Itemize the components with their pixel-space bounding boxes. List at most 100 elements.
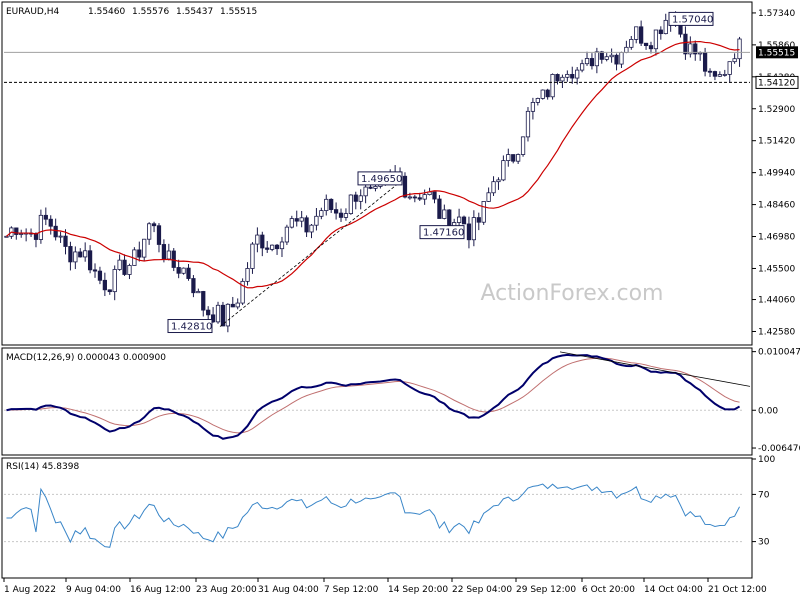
candle-body (274, 244, 280, 250)
candle-body (550, 74, 555, 98)
current-price-label: 1.55515 (758, 48, 795, 58)
candle-body (314, 215, 319, 226)
candle-body (215, 304, 221, 323)
candle-body (693, 43, 698, 55)
candle-body (614, 54, 619, 65)
price-tick-label: 1.45500 (758, 264, 795, 274)
candle-body (501, 160, 506, 181)
candle-body (658, 29, 663, 35)
candle-body (112, 269, 117, 293)
candle-body (368, 186, 373, 189)
candle-body (579, 63, 585, 71)
candle-body (373, 186, 378, 189)
price-tick-label: 1.55860 (758, 41, 795, 51)
x-tick-label: 21 Oct 12:00 (708, 585, 767, 595)
candle-body (338, 212, 344, 218)
candle-body (176, 267, 181, 274)
candle-body (299, 217, 304, 222)
candle-body (230, 303, 235, 308)
ohlc-close: 1.55515 (220, 7, 257, 17)
annotation-layer: 1.57040 1.49650 1.47160 1.42810 (167, 11, 714, 334)
candle-body (289, 218, 294, 228)
price-tick-label: 1.52900 (758, 105, 795, 115)
rsi-layer (4, 483, 742, 548)
candle-body (589, 58, 595, 67)
candle-body (491, 181, 496, 194)
candle-body (432, 191, 437, 200)
moving-average-line (6, 40, 740, 289)
candle-body (634, 26, 639, 40)
candle-body (142, 238, 147, 258)
level-price-label: 1.54120 (758, 78, 795, 88)
candle-body (319, 210, 324, 217)
x-tick-label: 1 Aug 2022 (4, 585, 56, 595)
candle-body (161, 244, 167, 260)
candle-body (520, 136, 526, 155)
level-price-box (755, 75, 799, 89)
ohlc-open: 1.55460 (88, 7, 125, 17)
price-tick-label: 1.57340 (758, 9, 795, 19)
candle-body (727, 61, 732, 75)
candle-body (545, 89, 550, 98)
candle-body (87, 250, 93, 271)
candle-body (255, 234, 260, 245)
candle-body (156, 225, 162, 245)
candle-body (147, 223, 152, 240)
candle-body (83, 250, 88, 258)
candle-body (683, 33, 688, 55)
macd-tick-label: 0.00 (758, 406, 778, 416)
candle-body (471, 217, 476, 241)
macd-label: MACD(12,26,9) 0.000043 0.000900 (6, 353, 166, 363)
symbol-label: EURAUD,H4 (6, 7, 59, 17)
candle-body (304, 217, 309, 233)
macd-tick-label: 0.010047 (758, 348, 800, 358)
candle-body (279, 241, 285, 250)
candle-body (417, 197, 422, 200)
candle-body (560, 76, 565, 82)
candle-body (511, 154, 516, 162)
candle-body (663, 19, 668, 35)
price-annotation-box (419, 225, 465, 240)
price-annotation-box (668, 11, 714, 26)
price-tick-label: 1.51420 (758, 137, 795, 147)
candle-body (594, 51, 599, 67)
candle-body (58, 235, 63, 238)
price-tick-label: 1.46980 (758, 233, 795, 243)
candle-body (245, 268, 250, 282)
candle-body (127, 265, 132, 275)
candle-body (284, 226, 290, 243)
candle-body (629, 39, 634, 48)
candle-body (422, 194, 427, 200)
rsi-label: RSI(14) 45.8398 (6, 462, 79, 472)
axes-layer: 1.573401.558601.543801.529001.514201.499… (3, 9, 800, 595)
rsi-panel-frame (1, 457, 753, 579)
candle-body (570, 73, 575, 79)
candle-body (619, 52, 624, 65)
candle-body (265, 247, 270, 250)
candle-body (565, 73, 570, 78)
x-tick-label: 31 Aug 04:00 (258, 585, 319, 595)
candle-body (461, 216, 467, 225)
candle-body (201, 291, 206, 311)
candle-body (476, 217, 481, 223)
rsi-tick-label: 30 (758, 538, 770, 548)
candle-body (220, 304, 226, 327)
candle-body (309, 224, 314, 233)
x-tick-label: 7 Sep 12:00 (324, 585, 379, 595)
price-annotation-box (357, 171, 403, 186)
candle-body (260, 234, 265, 249)
rsi-tick-label: 100 (758, 455, 775, 465)
price-tick-label: 1.44060 (758, 296, 795, 306)
candle-body (53, 225, 58, 238)
candle-body (525, 110, 531, 138)
candle-body (402, 175, 408, 198)
current-price-box (756, 46, 798, 59)
candle-body (235, 302, 240, 308)
candle-body (102, 279, 107, 291)
candle-body (609, 54, 614, 58)
candle-body (43, 214, 48, 220)
candle-body (624, 46, 629, 53)
candle-body (466, 223, 472, 241)
candle-body (137, 249, 142, 258)
x-tick-label: 14 Sep 20:00 (388, 585, 448, 595)
